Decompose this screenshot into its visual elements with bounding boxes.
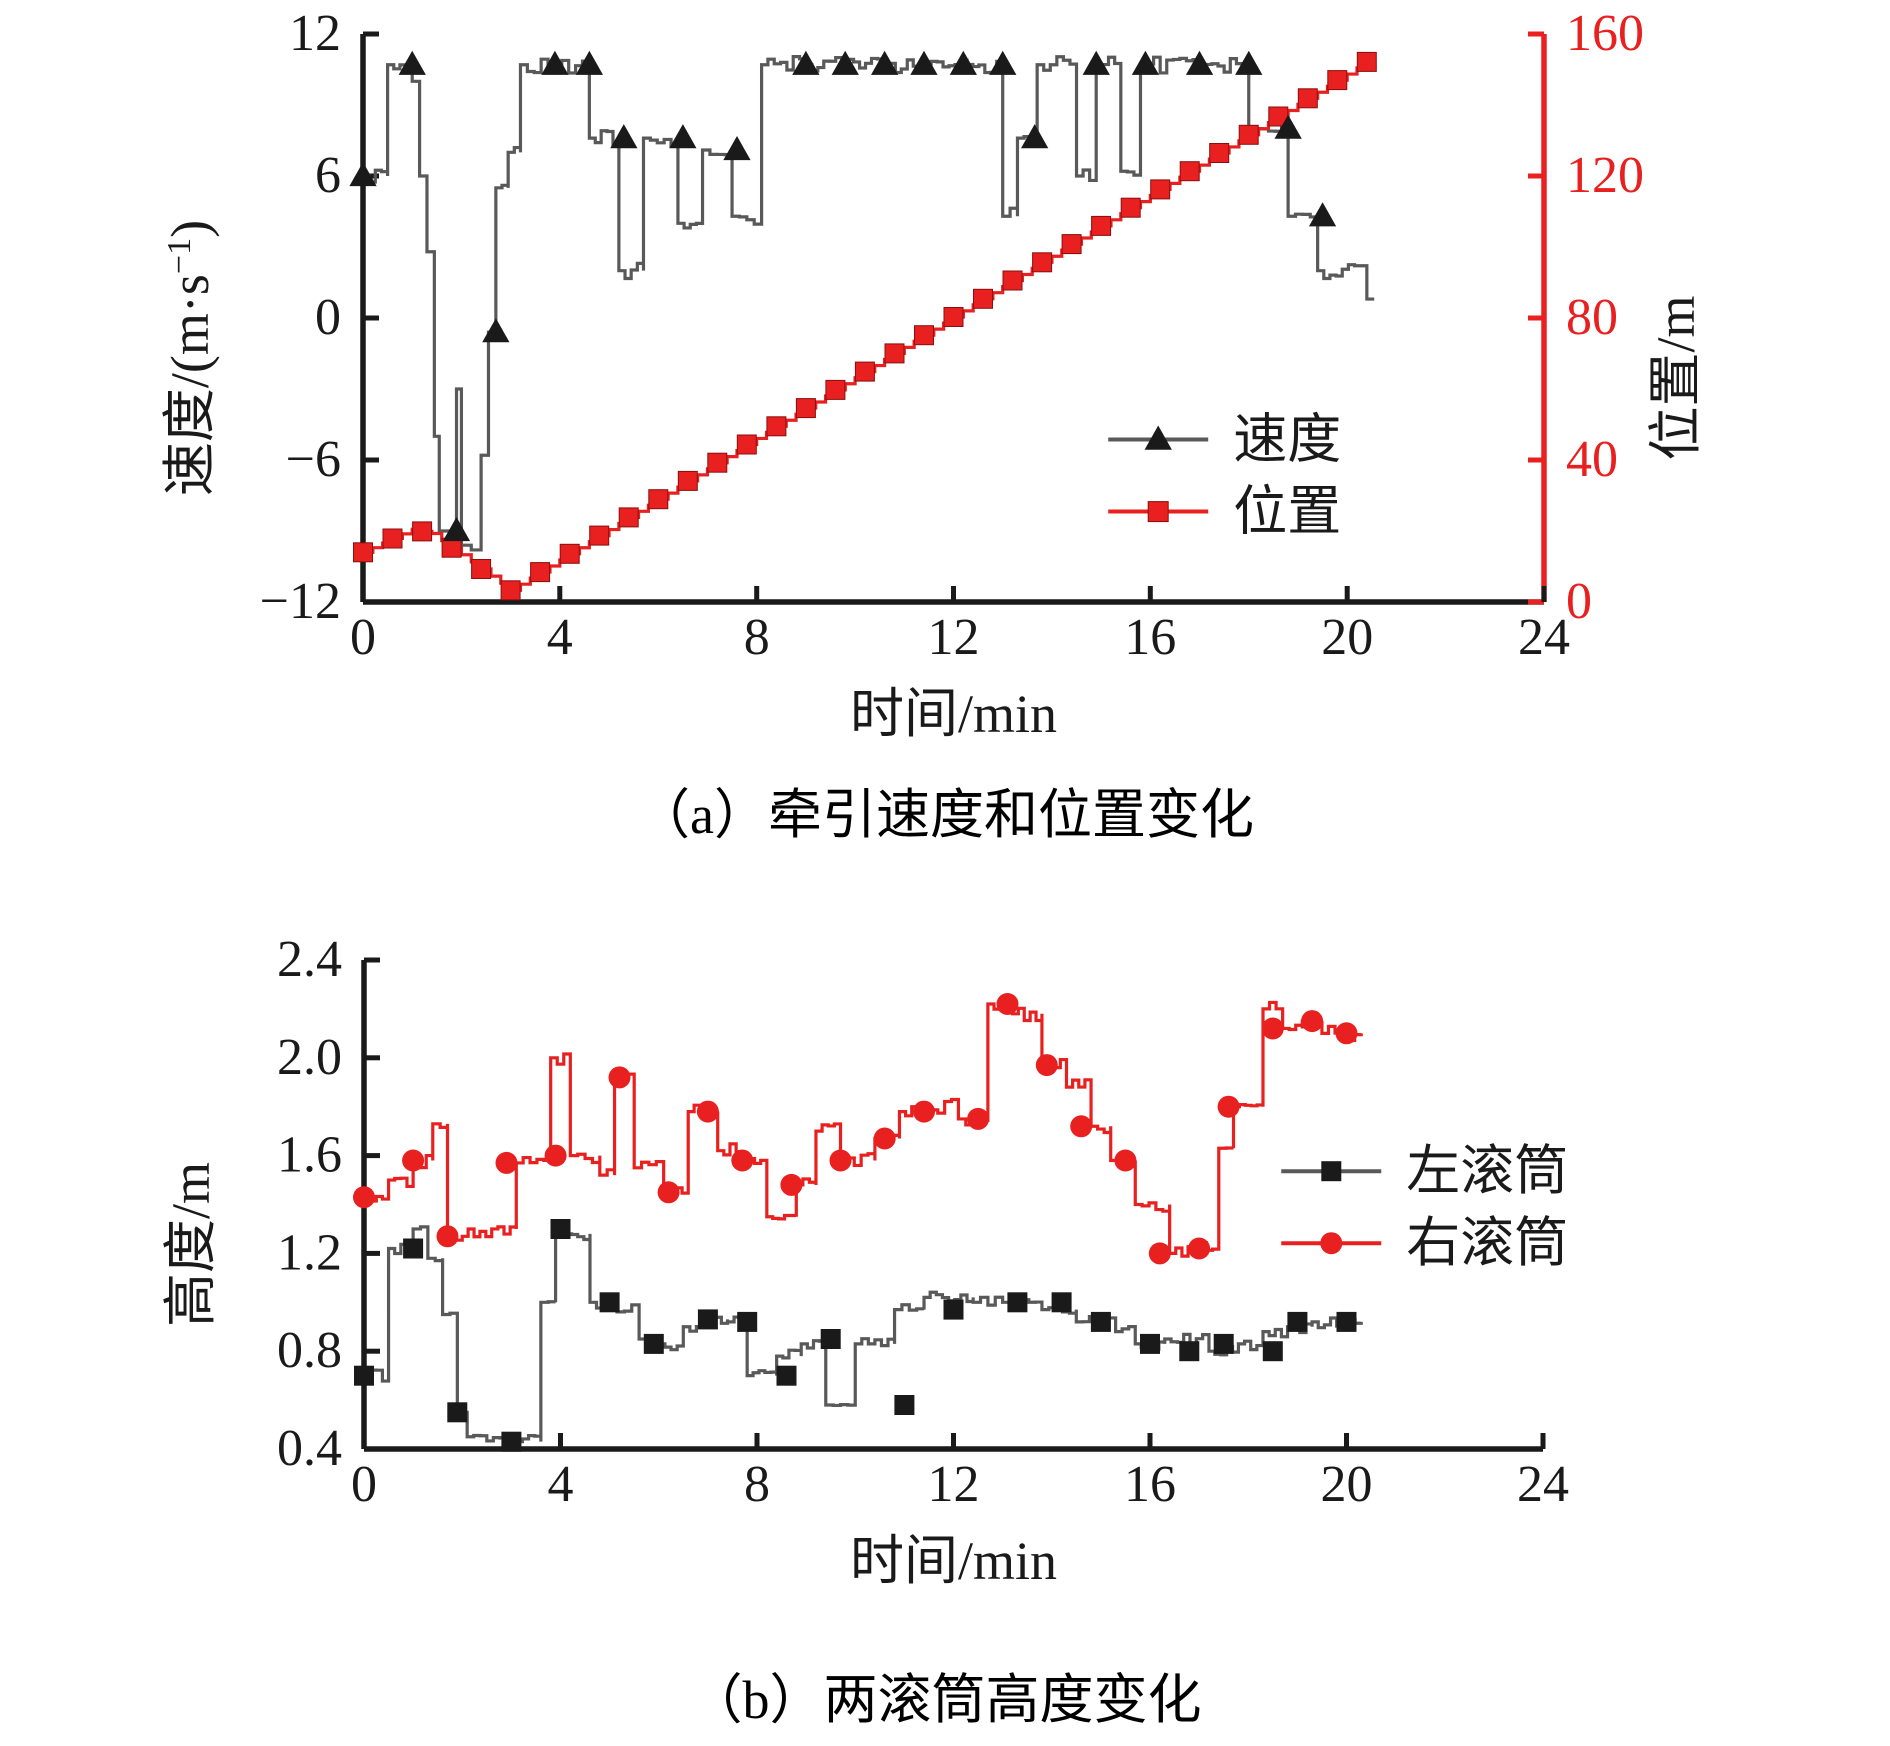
svg-text:6: 6 (315, 147, 341, 204)
svg-text:20: 20 (1321, 609, 1373, 666)
svg-text:12: 12 (289, 5, 341, 62)
svg-text:40: 40 (1566, 431, 1618, 488)
svg-text:24: 24 (1517, 1456, 1569, 1513)
svg-text:8: 8 (744, 1456, 770, 1513)
svg-text:4: 4 (548, 1456, 574, 1513)
svg-text:4: 4 (547, 609, 573, 666)
svg-text:24: 24 (1518, 609, 1570, 666)
svg-text:160: 160 (1566, 5, 1644, 62)
svg-text:2.0: 2.0 (277, 1029, 342, 1086)
svg-text:12: 12 (928, 609, 980, 666)
svg-text:时间/min: 时间/min (850, 684, 1057, 744)
svg-text:1.2: 1.2 (277, 1224, 342, 1281)
svg-text:20: 20 (1321, 1456, 1373, 1513)
svg-text:12: 12 (928, 1456, 980, 1513)
svg-text:−12: −12 (260, 573, 341, 630)
svg-text:0: 0 (350, 609, 376, 666)
svg-text:0: 0 (351, 1456, 377, 1513)
svg-text:位置/m: 位置/m (1646, 295, 1706, 460)
svg-text:速度/(m·s−1): 速度/(m·s−1) (160, 220, 220, 496)
svg-text:2.4: 2.4 (277, 931, 342, 988)
svg-text:速度: 速度 (1233, 410, 1341, 470)
svg-text:0.4: 0.4 (277, 1420, 342, 1477)
svg-text:−6: −6 (286, 431, 341, 488)
svg-text:0: 0 (315, 289, 341, 346)
svg-text:左滚筒: 左滚筒 (1406, 1141, 1568, 1201)
svg-text:80: 80 (1566, 289, 1618, 346)
svg-text:1.6: 1.6 (277, 1127, 342, 1184)
svg-text:时间/min: 时间/min (850, 1531, 1057, 1591)
svg-text:0.8: 0.8 (277, 1322, 342, 1379)
svg-text:8: 8 (744, 609, 770, 666)
svg-text:16: 16 (1124, 1456, 1176, 1513)
svg-text:位置: 位置 (1233, 482, 1341, 542)
svg-text:右滚筒: 右滚筒 (1406, 1213, 1568, 1273)
svg-text:高度/m: 高度/m (161, 1162, 221, 1327)
svg-text:16: 16 (1124, 609, 1176, 666)
svg-text:120: 120 (1566, 147, 1644, 204)
